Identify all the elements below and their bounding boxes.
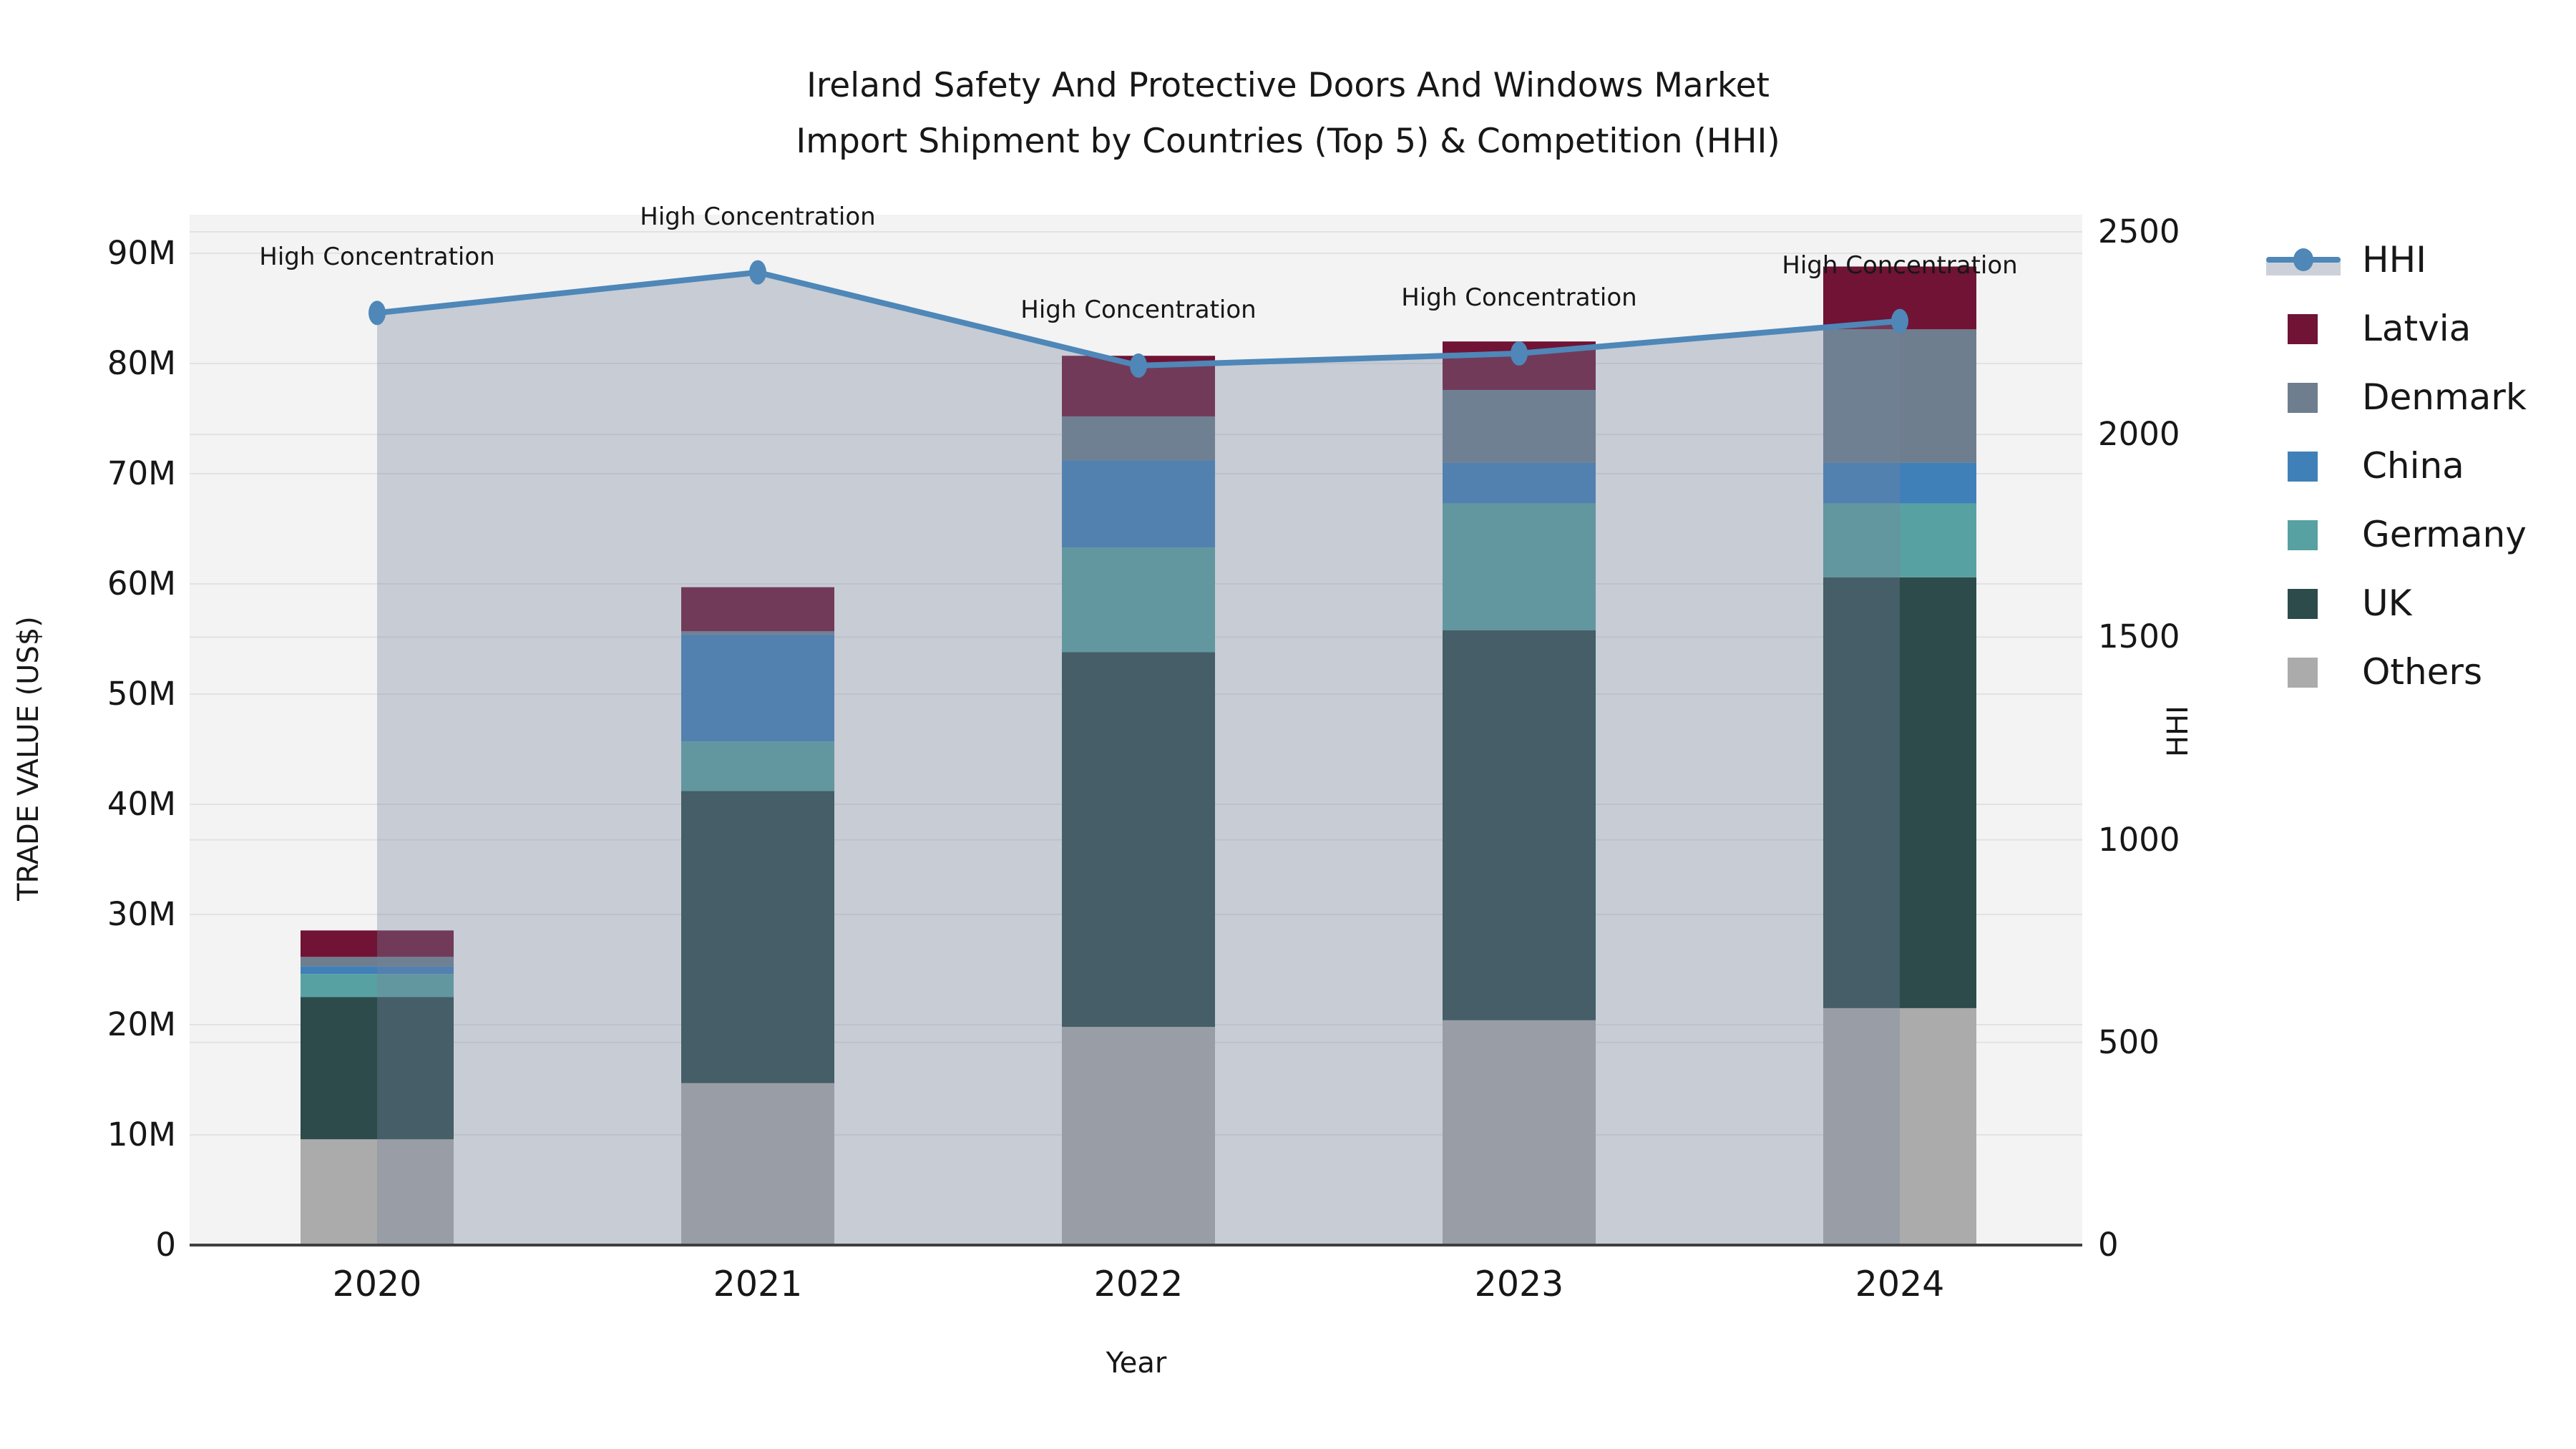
bar-segment-germany-2020[interactable]: [301, 974, 454, 997]
right-axis-tick-2500: 2500: [2098, 213, 2180, 250]
legend: HHI Latvia Denmark China Germany UK Others: [2265, 225, 2527, 706]
legend-swatch-box: [2265, 513, 2352, 556]
right-axis-tick-2000: 2000: [2098, 415, 2180, 454]
hhi-marker-2021[interactable]: [749, 260, 766, 285]
right-axis-title: HHI: [2162, 706, 2195, 757]
annotation-high-concentration-2023: High Concentration: [1401, 283, 1637, 312]
right-axis-tick-0: 0: [2098, 1226, 2119, 1264]
legend-item-uk[interactable]: UK: [2265, 569, 2527, 638]
bar-segment-germany-2023[interactable]: [1443, 503, 1596, 630]
legend-label-latvia: Latvia: [2362, 308, 2472, 349]
bar-segment-uk-2023[interactable]: [1443, 630, 1596, 1020]
x-axis-title: Year: [1106, 1347, 1167, 1380]
x-axis-tick-2024: 2024: [1855, 1264, 1945, 1304]
chart-title-line2: Import Shipment by Countries (Top 5) & C…: [796, 122, 1780, 161]
legend-swatch-box: [2265, 650, 2352, 693]
left-axis-tick-40M: 40M: [107, 785, 176, 823]
bar-segment-denmark-2022[interactable]: [1062, 416, 1215, 461]
bar-segment-china-2021[interactable]: [681, 634, 834, 742]
legend-swatch-latvia-icon: [2288, 314, 2318, 344]
legend-item-hhi[interactable]: HHI: [2265, 225, 2527, 294]
bar-segment-china-2020[interactable]: [301, 966, 454, 975]
bar-segment-latvia-2020[interactable]: [301, 930, 454, 957]
legend-swatch-others-icon: [2288, 658, 2318, 688]
bar-segment-latvia-2021[interactable]: [681, 587, 834, 632]
right-axis-tick-1500: 1500: [2098, 618, 2180, 656]
legend-swatch-uk-icon: [2288, 589, 2318, 619]
left-axis-tick-90M: 90M: [107, 234, 176, 272]
legend-item-latvia[interactable]: Latvia: [2265, 294, 2527, 363]
legend-swatch-box: [2265, 376, 2352, 419]
bar-segment-china-2024[interactable]: [1823, 462, 1976, 504]
hhi-marker-2024[interactable]: [1891, 308, 1908, 333]
hhi-area-fill: [377, 272, 1900, 1245]
legend-swatch-china-icon: [2288, 452, 2318, 482]
bar-segment-germany-2021[interactable]: [681, 741, 834, 791]
bar-segment-uk-2022[interactable]: [1062, 652, 1215, 1028]
annotation-high-concentration-2024: High Concentration: [1782, 250, 2018, 280]
bar-segment-others-2020[interactable]: [301, 1139, 454, 1245]
legend-label-germany: Germany: [2362, 514, 2527, 555]
left-axis-tick-70M: 70M: [107, 454, 176, 492]
left-axis-tick-20M: 20M: [107, 1005, 176, 1043]
annotation-high-concentration-2022: High Concentration: [1020, 295, 1257, 324]
legend-label-denmark: Denmark: [2362, 376, 2527, 418]
legend-swatch-germany-icon: [2288, 520, 2318, 550]
left-axis-tick-10M: 10M: [107, 1116, 176, 1153]
legend-label-uk: UK: [2362, 582, 2412, 624]
hhi-line-icon: [2265, 238, 2352, 281]
left-axis-tick-0: 0: [155, 1226, 176, 1264]
hhi-marker-2023[interactable]: [1511, 341, 1528, 366]
bar-segment-denmark-2021[interactable]: [681, 631, 834, 635]
x-axis-tick-2022: 2022: [1093, 1264, 1184, 1304]
bar-segment-denmark-2024[interactable]: [1823, 329, 1976, 463]
right-axis-tick-500: 500: [2098, 1023, 2160, 1061]
bar-segment-uk-2024[interactable]: [1823, 577, 1976, 1008]
bar-segment-germany-2024[interactable]: [1823, 503, 1976, 577]
hhi-marker-icon: [2293, 248, 2313, 271]
left-axis-tick-60M: 60M: [107, 565, 176, 602]
hhi-marker-2022[interactable]: [1130, 353, 1147, 378]
bar-segment-uk-2021[interactable]: [681, 791, 834, 1083]
bar-segment-others-2022[interactable]: [1062, 1027, 1215, 1245]
hhi-marker-2020[interactable]: [369, 301, 386, 326]
legend-swatch-denmark-icon: [2288, 383, 2318, 413]
chart-title-line1: Ireland Safety And Protective Doors And …: [806, 66, 1770, 105]
bar-segment-denmark-2020[interactable]: [301, 957, 454, 967]
legend-swatch-box: [2265, 444, 2352, 487]
x-axis-tick-2020: 2020: [332, 1264, 422, 1304]
bar-segment-others-2023[interactable]: [1443, 1020, 1596, 1245]
x-axis-tick-2021: 2021: [713, 1264, 803, 1304]
bar-segment-germany-2022[interactable]: [1062, 547, 1215, 653]
legend-swatch-box: [2265, 582, 2352, 625]
legend-item-china[interactable]: China: [2265, 431, 2527, 500]
bar-segment-denmark-2023[interactable]: [1443, 389, 1596, 463]
left-axis-tick-30M: 30M: [107, 895, 176, 933]
legend-item-germany[interactable]: Germany: [2265, 500, 2527, 569]
right-axis-tick-1000: 1000: [2098, 820, 2180, 859]
annotation-high-concentration-2020: High Concentration: [259, 243, 495, 272]
left-axis-title: TRADE VALUE (US$): [12, 616, 45, 901]
legend-label-hhi: HHI: [2362, 239, 2426, 280]
legend-swatch-box: [2265, 307, 2352, 350]
bar-segment-china-2022[interactable]: [1062, 460, 1215, 548]
left-axis-tick-50M: 50M: [107, 675, 176, 713]
bar-segment-china-2023[interactable]: [1443, 462, 1596, 504]
legend-label-china: China: [2362, 445, 2464, 487]
bar-segment-others-2024[interactable]: [1823, 1008, 1976, 1245]
annotation-high-concentration-2021: High Concentration: [640, 202, 876, 231]
bar-segment-others-2021[interactable]: [681, 1083, 834, 1245]
left-axis-tick-80M: 80M: [107, 344, 176, 382]
legend-item-denmark[interactable]: Denmark: [2265, 363, 2527, 431]
bar-segment-uk-2020[interactable]: [301, 997, 454, 1140]
legend-label-others: Others: [2362, 651, 2483, 693]
legend-item-others[interactable]: Others: [2265, 638, 2527, 706]
x-axis-tick-2023: 2023: [1474, 1264, 1564, 1304]
